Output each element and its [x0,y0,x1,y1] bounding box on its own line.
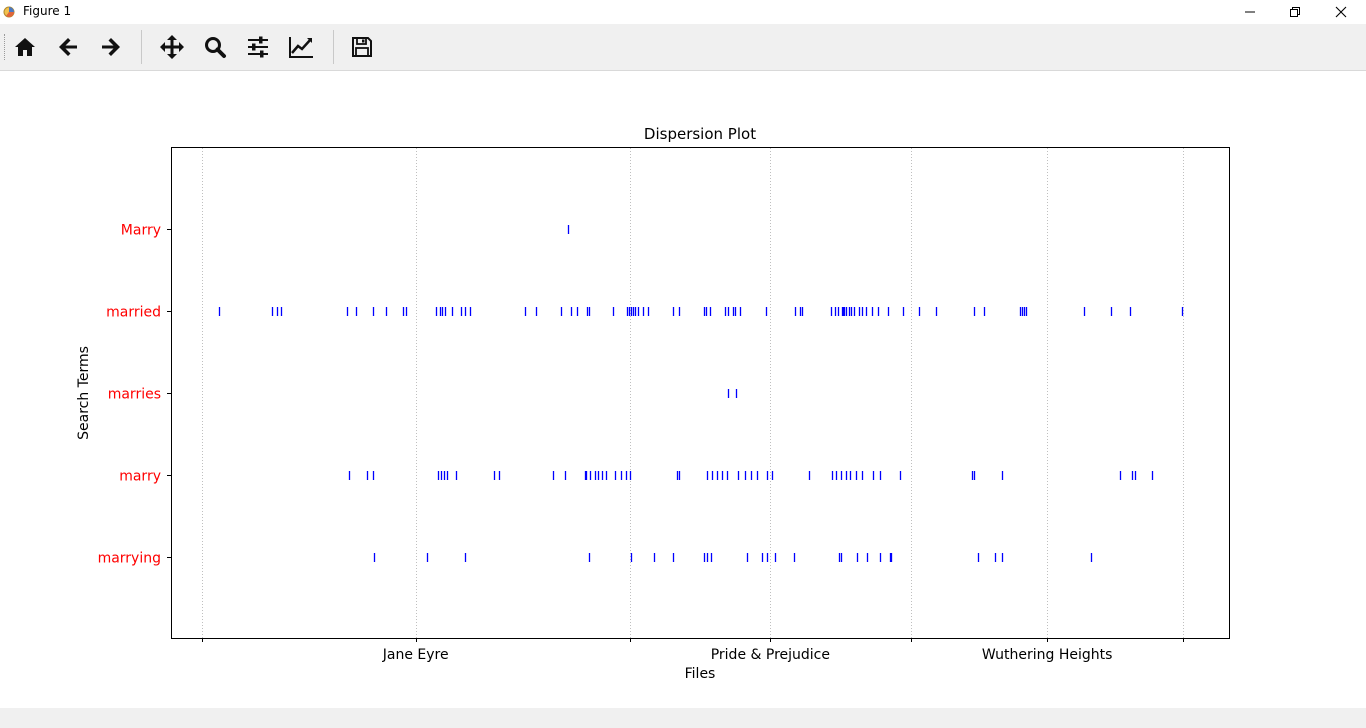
toolbar-separator [333,30,334,64]
x-tick-label: Jane Eyre [382,647,449,663]
minimize-icon [1245,11,1255,13]
y-tick-label: Marry [121,223,161,239]
zoom-button[interactable] [200,33,230,61]
forward-button[interactable] [96,33,126,61]
home-button[interactable] [10,33,40,61]
y-tick-label: marries [108,387,161,403]
save-button[interactable] [347,33,377,61]
toolbar-grip[interactable] [4,34,7,60]
close-button[interactable] [1318,0,1364,24]
close-icon [1335,6,1347,18]
dispersion-plot: Marry married marries marry marrying Jane Ey… [76,125,1230,682]
y-axis-label: Search Terms [76,346,92,440]
status-bar [0,708,1366,728]
forward-arrow-icon [102,38,120,56]
restore-button[interactable] [1272,0,1318,24]
back-button[interactable] [53,33,83,61]
pan-icon [160,35,184,59]
x-tick-label: Wuthering Heights [982,647,1113,663]
y-tick-label: married [106,305,161,321]
navigation-toolbar [0,24,1366,71]
restore-icon [1290,7,1300,17]
app-icon [3,6,15,18]
configure-subplots-icon [248,36,268,58]
pan-button[interactable] [157,33,187,61]
edit-axis-icon [289,37,313,58]
title-bar: Figure 1 [0,0,1366,24]
home-icon [15,38,35,56]
save-icon [352,37,372,57]
plot-area-frame [171,147,1230,639]
window-title: Figure 1 [23,4,72,18]
x-axis-label: Files [685,666,716,682]
edit-axis-button[interactable] [286,33,316,61]
configure-subplots-button[interactable] [243,33,273,61]
y-tick-label: marrying [98,551,161,567]
minimize-button[interactable] [1227,0,1273,24]
y-tick-label: marry [119,469,161,485]
zoom-icon [205,37,226,58]
x-tick-label: Pride & Prejudice [711,647,830,663]
chart-title: Dispersion Plot [644,125,756,143]
toolbar-separator [141,30,142,64]
back-arrow-icon [59,38,77,56]
